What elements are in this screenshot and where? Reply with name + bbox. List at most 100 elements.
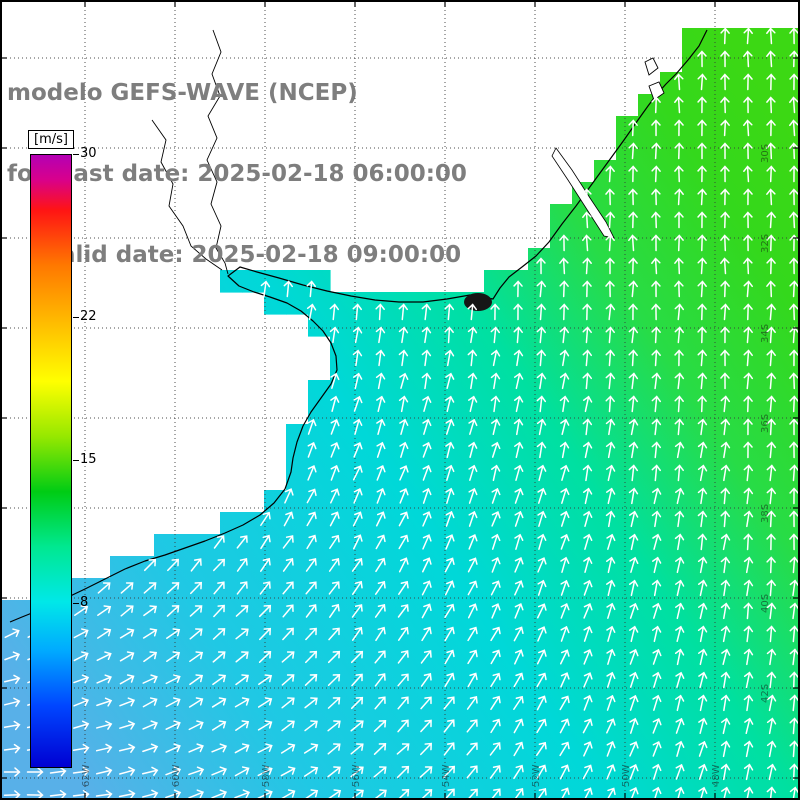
arrow-glyph — [212, 651, 226, 663]
wave-cell — [616, 578, 639, 601]
arrow-glyph — [119, 766, 136, 776]
wave-cell — [132, 556, 155, 579]
arrow-glyph — [3, 767, 21, 777]
wave-cell — [264, 754, 287, 777]
arrow-glyph — [652, 717, 662, 734]
arrow-glyph — [143, 558, 157, 572]
wave-cell — [638, 314, 661, 337]
arrow-glyph — [537, 510, 547, 527]
arrow-glyph — [629, 648, 639, 665]
arrow-glyph — [280, 766, 296, 777]
wave-cell — [594, 292, 617, 315]
wave-cell — [660, 644, 683, 667]
arrow-glyph — [375, 626, 386, 642]
model-title: modelo GEFS-WAVE (NCEP) — [7, 80, 358, 106]
arrow-glyph — [629, 625, 639, 643]
arrow-glyph — [606, 740, 616, 757]
arrow-glyph — [421, 603, 432, 619]
arrow-glyph — [466, 742, 478, 756]
wave-cell — [572, 468, 595, 491]
arrow-glyph — [766, 648, 777, 666]
arrow-glyph — [651, 188, 661, 206]
arrow-glyph — [284, 488, 294, 504]
arrow-glyph — [674, 487, 685, 505]
arrow-glyph — [212, 674, 227, 686]
wave-cell — [396, 380, 419, 403]
arrow-glyph — [352, 534, 363, 550]
arrow-glyph — [142, 720, 158, 730]
arrow-glyph — [629, 741, 639, 757]
wave-cell — [330, 688, 353, 711]
arrow-glyph — [491, 533, 501, 550]
arrow-glyph — [119, 674, 135, 685]
wave-cell — [88, 776, 111, 799]
wave-cell — [770, 270, 793, 293]
wave-cell — [286, 468, 309, 491]
arrow-glyph — [190, 558, 202, 572]
axis-label-latitude: 38S — [760, 504, 771, 523]
arrow-glyph — [720, 303, 730, 321]
arrow-glyph — [421, 372, 432, 390]
wave-cell — [418, 556, 441, 579]
arrow-glyph — [421, 580, 432, 596]
wave-cell — [242, 600, 265, 623]
arrow-glyph — [583, 556, 593, 573]
wave-cell — [550, 336, 573, 359]
arrow-glyph — [467, 372, 478, 390]
wave-cell — [374, 578, 397, 601]
wave-cell — [704, 94, 727, 117]
arrow-glyph — [235, 651, 249, 663]
wave-cell — [308, 270, 331, 293]
arrow-glyph — [559, 695, 570, 711]
arrow-glyph — [467, 672, 478, 688]
wave-cell — [638, 600, 661, 623]
arrow-glyph — [330, 464, 340, 481]
wave-cell — [572, 512, 595, 535]
wave-cell — [550, 380, 573, 403]
arrow-glyph — [652, 763, 662, 780]
wave-cell — [770, 28, 793, 51]
wave-cell — [748, 138, 771, 161]
wave-cell — [748, 600, 771, 623]
wave-cell — [704, 622, 727, 645]
wave-cell — [770, 666, 793, 689]
arrow-glyph — [697, 234, 707, 252]
arrow-glyph — [697, 372, 707, 390]
arrow-glyph — [537, 533, 547, 550]
wave-cell — [220, 710, 243, 733]
arrow-glyph — [766, 280, 776, 298]
wave-cell — [550, 600, 573, 623]
arrow-glyph — [743, 579, 754, 597]
arrow-glyph — [720, 119, 730, 137]
arrow-glyph — [583, 741, 593, 757]
arrow-glyph — [582, 372, 592, 390]
wave-cell — [462, 314, 485, 337]
wave-cell — [286, 490, 309, 513]
wave-cell — [440, 512, 463, 535]
axis-label-longitude: 56W — [351, 764, 362, 787]
arrow-glyph — [743, 487, 754, 505]
wave-cell — [748, 622, 771, 645]
arrow-glyph — [720, 464, 731, 482]
wave-cell — [374, 754, 397, 777]
arrow-glyph — [281, 697, 295, 709]
arrow-glyph — [397, 673, 409, 687]
arrow-glyph — [330, 441, 340, 458]
wave-cell — [110, 644, 133, 667]
arrow-glyph — [399, 372, 409, 389]
arrow-glyph — [120, 605, 134, 617]
wave-cell — [550, 754, 573, 777]
arrow-glyph — [766, 579, 776, 597]
wave-cell — [572, 402, 595, 425]
wave-cell — [462, 424, 485, 447]
wave-cell — [396, 292, 419, 315]
wave-cell — [770, 182, 793, 205]
wave-cell — [792, 160, 800, 183]
wave-cell — [484, 468, 507, 491]
arrow-glyph — [674, 119, 684, 137]
arrow-glyph — [235, 674, 249, 686]
wave-cell — [528, 776, 551, 799]
arrow-glyph — [628, 372, 639, 390]
arrow-glyph — [329, 603, 340, 618]
wave-cell — [440, 336, 463, 359]
